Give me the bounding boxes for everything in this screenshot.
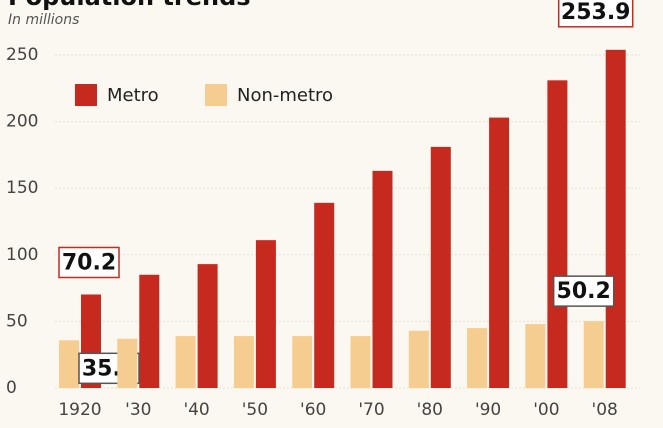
y-tick-label: 250 bbox=[6, 45, 38, 65]
data-label: 253.9 bbox=[561, 0, 631, 25]
y-tick-label: 100 bbox=[6, 245, 38, 265]
bar bbox=[314, 202, 335, 388]
bar bbox=[139, 274, 160, 388]
bar bbox=[583, 321, 604, 388]
bar bbox=[430, 146, 451, 388]
callout-box bbox=[552, 275, 615, 307]
legend-label: Metro bbox=[107, 85, 159, 106]
bar bbox=[59, 340, 79, 388]
bar bbox=[408, 330, 429, 388]
bar bbox=[292, 336, 313, 388]
x-tick-label: '30 bbox=[125, 400, 151, 420]
legend-swatch bbox=[205, 84, 227, 106]
bar bbox=[255, 240, 276, 388]
bar bbox=[605, 49, 626, 388]
x-tick-label: '40 bbox=[183, 400, 209, 420]
x-tick-label: '70 bbox=[358, 400, 384, 420]
bar bbox=[197, 264, 218, 388]
bar bbox=[547, 80, 568, 389]
x-tick-label: '00 bbox=[533, 400, 559, 420]
y-tick-label: 0 bbox=[6, 378, 17, 398]
bar bbox=[175, 336, 196, 388]
bar bbox=[372, 170, 393, 388]
y-tick-label: 50 bbox=[6, 311, 28, 331]
x-tick-label: '90 bbox=[475, 400, 501, 420]
bar bbox=[525, 324, 546, 388]
bar bbox=[467, 328, 488, 388]
x-tick-label: 1920 bbox=[58, 400, 101, 420]
chart-title: Population trends bbox=[8, 0, 251, 11]
legend-swatch bbox=[75, 84, 97, 106]
chart-subtitle: In millions bbox=[8, 12, 79, 28]
data-label: 70.2 bbox=[62, 250, 116, 275]
callout-box bbox=[557, 0, 634, 28]
y-tick-label: 200 bbox=[6, 112, 38, 132]
x-tick-label: '60 bbox=[300, 400, 326, 420]
bar bbox=[117, 338, 138, 388]
x-tick-label: '08 bbox=[592, 400, 618, 420]
data-label: 50.2 bbox=[557, 279, 611, 304]
x-tick-label: '50 bbox=[242, 400, 268, 420]
x-tick-label: '80 bbox=[417, 400, 443, 420]
y-tick-label: 150 bbox=[6, 178, 38, 198]
bar bbox=[350, 336, 371, 388]
bar bbox=[233, 336, 254, 388]
bar bbox=[489, 117, 510, 388]
callout-box bbox=[58, 246, 120, 279]
legend-label: Non-metro bbox=[237, 85, 333, 106]
